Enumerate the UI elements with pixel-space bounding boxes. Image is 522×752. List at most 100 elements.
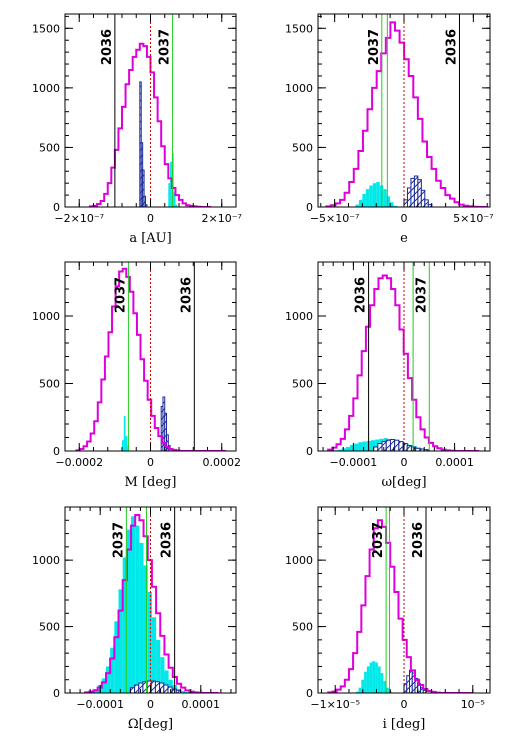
cyan-bar xyxy=(362,193,366,207)
cyan-bar xyxy=(386,196,391,207)
x-tick-label: 5×10⁻⁷ xyxy=(453,212,493,225)
hatched-bar xyxy=(150,680,156,693)
x-tick-label: −0.0002 xyxy=(55,456,103,469)
hatched-bar xyxy=(417,179,422,207)
cyan-bar xyxy=(358,687,362,693)
y-tick-label: 0 xyxy=(53,687,60,700)
x-tick-label: −1×10⁻⁵ xyxy=(310,698,360,711)
cyan-bar xyxy=(118,589,123,693)
cyan-bar xyxy=(372,661,376,693)
cyan-bar xyxy=(358,199,363,207)
hatched-bar xyxy=(406,445,412,451)
magenta-histogram xyxy=(75,267,227,451)
cyan-bar xyxy=(372,183,377,207)
y-tick-label: 500 xyxy=(292,378,313,391)
x-axis-label: e xyxy=(400,231,408,246)
year-label: 2036 xyxy=(411,522,426,558)
x-tick-label: −0.0001 xyxy=(76,698,124,711)
hatched-bar xyxy=(420,189,426,207)
y-tick-label: 1000 xyxy=(32,310,60,323)
y-tick-label: 500 xyxy=(292,621,313,634)
year-label: 2037 xyxy=(367,29,382,65)
hatched-bar xyxy=(163,684,169,693)
cyan-bar xyxy=(185,691,190,693)
y-tick-label: 1000 xyxy=(32,82,60,95)
cyan-bar xyxy=(147,592,152,693)
cyan-bar xyxy=(126,529,132,693)
cyan-bar xyxy=(380,673,384,693)
year-label: 2036 xyxy=(354,277,369,313)
year-label: 2036 xyxy=(179,277,194,313)
cyan-bar xyxy=(370,440,376,451)
cyan-bar xyxy=(376,181,380,207)
cyan-bar xyxy=(122,557,127,693)
cyan-bar xyxy=(131,516,136,693)
year-label: 2036 xyxy=(160,522,175,558)
cyan-bar xyxy=(365,189,370,207)
cyan-bar xyxy=(362,441,367,451)
cyan-bar xyxy=(366,666,370,693)
cyan-bar xyxy=(375,439,380,451)
y-tick-label: 0 xyxy=(306,201,313,214)
hatched-bar xyxy=(373,446,379,451)
cyan-bar xyxy=(354,443,359,451)
y-tick-label: 1000 xyxy=(32,554,60,567)
x-tick-label: 0 xyxy=(147,212,154,225)
cyan-bar xyxy=(105,666,111,693)
y-tick-label: 0 xyxy=(53,201,60,214)
y-tick-label: 500 xyxy=(39,378,60,391)
cyan-bar xyxy=(383,189,387,207)
cyan-bar xyxy=(390,202,394,207)
cyan-bar xyxy=(361,679,365,693)
magenta-histogram xyxy=(327,274,480,451)
magenta-histogram xyxy=(88,42,212,207)
cyan-bar xyxy=(393,205,398,207)
x-tick-label: 0 xyxy=(401,212,408,225)
hatched-bar xyxy=(406,187,412,207)
cyan-bar xyxy=(173,192,176,207)
cyan-bar xyxy=(377,666,381,693)
cyan-bar xyxy=(386,687,389,693)
x-axis-label: ω[deg] xyxy=(381,475,426,490)
cyan-bar xyxy=(156,639,161,693)
cyan-bar xyxy=(168,183,171,207)
magenta-histogram xyxy=(325,21,487,207)
hatched-bar xyxy=(167,686,173,693)
x-tick-label: 0.0002 xyxy=(203,456,242,469)
hatched-bar xyxy=(410,177,415,207)
magenta-histogram xyxy=(327,519,473,693)
hatched-bar xyxy=(377,443,383,451)
cyan-bar xyxy=(383,681,387,693)
x-tick-label: −5×10⁻⁷ xyxy=(310,212,360,225)
year-label: 2037 xyxy=(111,522,126,558)
cyan-bar xyxy=(175,204,178,207)
cyan-bar xyxy=(151,617,157,693)
y-tick-label: 1000 xyxy=(285,82,313,95)
year-label: 2036 xyxy=(444,29,459,65)
x-tick-label: 0 xyxy=(147,698,154,711)
cyan-bar xyxy=(110,647,115,693)
y-tick-label: 0 xyxy=(306,445,313,458)
cyan-bar xyxy=(349,444,355,451)
hatched-bar xyxy=(413,175,419,207)
cyan-bar xyxy=(369,662,373,693)
magenta-histogram xyxy=(84,513,219,693)
cyan-bar xyxy=(364,671,367,693)
cyan-bar xyxy=(125,436,128,451)
y-tick-label: 500 xyxy=(39,621,60,634)
cyan-bar xyxy=(139,542,144,693)
cyan-bar xyxy=(168,679,173,693)
cyan-bar xyxy=(122,440,124,451)
year-label: 2037 xyxy=(113,277,128,313)
cyan-bar xyxy=(101,678,106,693)
x-tick-label: 0.0001 xyxy=(182,698,221,711)
panel-Omega: 2037 2036 −0.0001 0 0.0001 0 500 1000 Ω[deg] xyxy=(32,506,237,732)
cyan-bar xyxy=(123,415,126,451)
hatched-bar xyxy=(134,684,140,693)
cyan-bar xyxy=(160,657,165,693)
hatched-bar xyxy=(398,441,404,451)
